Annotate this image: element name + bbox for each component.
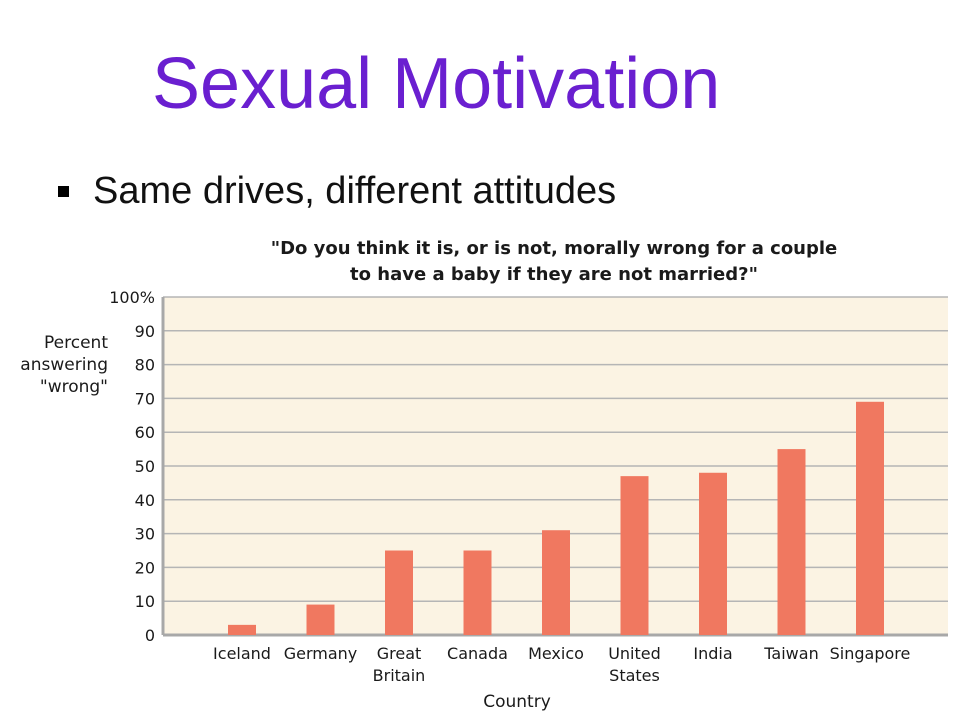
- x-tick-label: States: [609, 666, 660, 685]
- bar: [463, 550, 492, 635]
- bar: [228, 624, 256, 635]
- bullet-text: Same drives, different attitudes: [93, 170, 617, 212]
- y-tick-label: 60: [135, 423, 155, 442]
- x-tick-label: Singapore: [830, 644, 911, 663]
- x-tick-label: Germany: [284, 644, 358, 663]
- y-axis-label: Percent: [44, 333, 108, 353]
- bar: [385, 550, 413, 635]
- y-tick-label: 100%: [109, 288, 155, 307]
- bar: [620, 476, 649, 635]
- x-tick-label: Taiwan: [763, 644, 818, 663]
- y-axis-label: answering: [20, 355, 108, 375]
- y-tick-label: 50: [135, 457, 155, 476]
- bar: [699, 472, 727, 635]
- x-tick-label: Mexico: [528, 644, 584, 663]
- y-tick-label: 90: [135, 322, 155, 341]
- bar: [542, 530, 570, 635]
- y-tick-label: 40: [135, 491, 155, 510]
- x-tick-label: Iceland: [213, 644, 271, 663]
- y-tick-label: 80: [135, 356, 155, 375]
- bullet-item: Same drives, different attitudes: [58, 172, 616, 210]
- x-tick-label: Canada: [447, 644, 508, 663]
- bar: [777, 449, 806, 635]
- x-tick-label: Britain: [373, 666, 426, 685]
- x-axis-label: Country: [483, 692, 551, 712]
- y-tick-label: 10: [135, 592, 155, 611]
- chart-title: to have a baby if they are not married?": [350, 264, 758, 285]
- y-tick-label: 30: [135, 525, 155, 544]
- x-tick-label: Great: [377, 644, 422, 663]
- bar: [306, 604, 335, 635]
- slide-title: Sexual Motivation: [152, 44, 721, 124]
- square-bullet-icon: [58, 185, 69, 197]
- y-tick-label: 20: [135, 558, 155, 577]
- bar: [856, 401, 884, 635]
- y-axis-label: "wrong": [40, 377, 108, 397]
- x-tick-label: India: [693, 644, 732, 663]
- y-tick-label: 70: [135, 389, 155, 408]
- y-tick-label: 0: [145, 626, 155, 645]
- chart-title: "Do you think it is, or is not, morally …: [271, 238, 838, 259]
- x-tick-label: United: [608, 644, 661, 663]
